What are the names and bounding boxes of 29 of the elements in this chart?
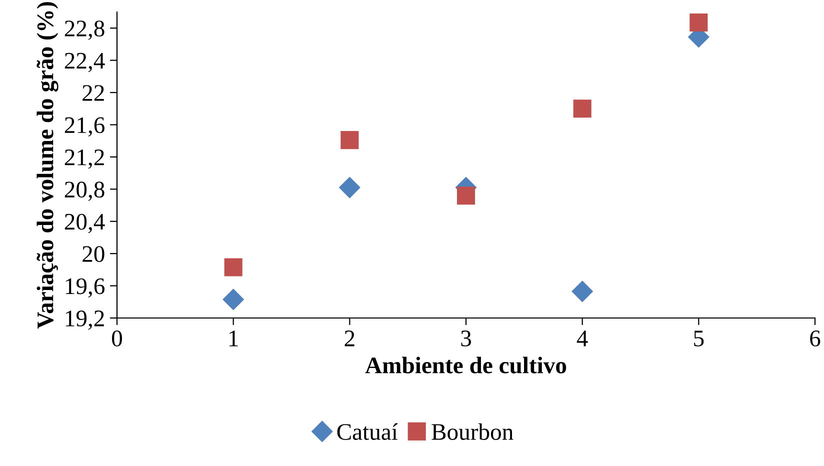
legend-label: Bourbon <box>432 423 514 440</box>
legend-label: Catuaí <box>337 423 398 440</box>
y-axis-title: Variação do volume do grão (%) <box>36 2 58 329</box>
y-tick-label: 19,2 <box>66 310 104 330</box>
point <box>690 13 708 32</box>
y-tick-label: 20,4 <box>64 214 105 234</box>
point <box>340 131 359 150</box>
y-tick-label: 21,2 <box>64 150 104 169</box>
x-tick-label: 6 <box>810 330 820 346</box>
x-tick-label: 5 <box>694 330 704 346</box>
point <box>572 280 593 302</box>
x-tick-label: 1 <box>230 330 238 346</box>
x-tick-label: 3 <box>461 330 471 346</box>
y-tick-label: 22,8 <box>64 20 104 40</box>
y-tick-label: 22,4 <box>64 52 105 72</box>
point <box>224 258 242 276</box>
y-tick-label: 19,6 <box>66 278 104 298</box>
point <box>456 186 476 205</box>
x-tick-label: 2 <box>344 330 354 346</box>
y-tick-label: 22 <box>82 85 104 101</box>
x-tick-label: 4 <box>576 330 588 346</box>
x-tick-label: 0 <box>112 330 122 346</box>
x-axis-title: Ambiente de cultivo <box>365 356 566 374</box>
y-tick-label: 20 <box>82 246 104 262</box>
point <box>339 177 360 198</box>
y-tick-label: 20,8 <box>64 182 104 201</box>
y-tick-label: 21,6 <box>64 117 104 137</box>
point <box>222 288 244 310</box>
point <box>573 100 592 118</box>
